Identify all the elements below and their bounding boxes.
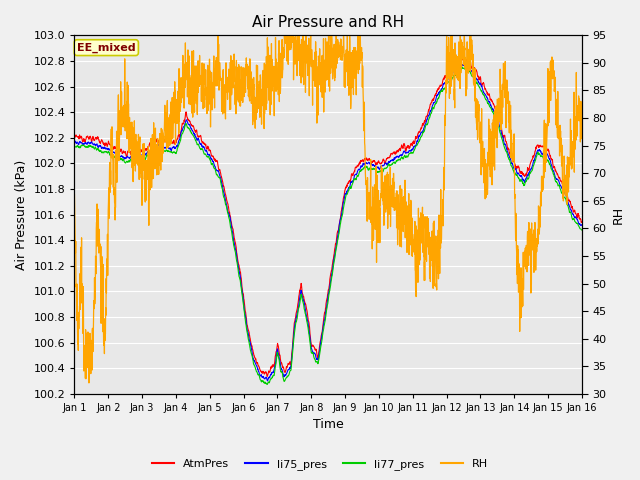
Y-axis label: RH: RH [612,205,625,224]
li75_pres [564,198,572,204]
li75_pres [97,143,104,149]
li75_pres [317,336,325,341]
Line: RH: RH [74,36,582,383]
X-axis label: Time: Time [313,419,344,432]
AtmPres [263,373,271,379]
RH [564,159,572,165]
RH [214,33,221,38]
Legend: AtmPres, li75_pres, li77_pres, RH: AtmPres, li75_pres, li77_pres, RH [147,455,493,474]
li77_pres [564,203,572,208]
RH [564,154,572,160]
li77_pres [317,340,325,346]
AtmPres [304,315,312,321]
AtmPres [97,141,104,146]
Line: li75_pres: li75_pres [74,64,582,381]
li77_pres [304,324,312,330]
RH [70,192,78,197]
RH [97,263,104,269]
RH [578,117,586,122]
Y-axis label: Air Pressure (kPa): Air Pressure (kPa) [15,159,28,270]
Line: AtmPres: AtmPres [74,57,582,376]
Text: EE_mixed: EE_mixed [77,43,136,53]
li75_pres [564,198,572,204]
AtmPres [470,66,478,72]
AtmPres [564,194,572,200]
RH [305,62,312,68]
li77_pres [263,382,271,387]
AtmPres [461,54,468,60]
li75_pres [578,222,586,228]
li77_pres [578,227,586,233]
li75_pres [304,320,312,325]
Line: li77_pres: li77_pres [74,67,582,384]
li77_pres [458,64,466,70]
li77_pres [97,148,104,154]
Title: Air Pressure and RH: Air Pressure and RH [252,15,404,30]
li75_pres [70,139,78,145]
li75_pres [456,61,464,67]
li77_pres [70,144,78,150]
RH [85,380,93,386]
li75_pres [470,72,478,78]
li75_pres [264,378,271,384]
RH [318,83,326,89]
AtmPres [564,195,572,201]
AtmPres [317,332,325,337]
AtmPres [70,135,78,141]
AtmPres [578,219,586,225]
li77_pres [564,202,572,208]
li77_pres [470,77,478,83]
RH [470,78,478,84]
